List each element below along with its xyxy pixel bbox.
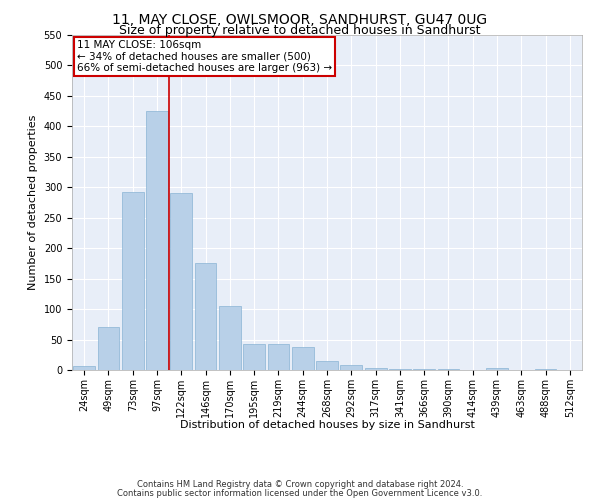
Text: 11 MAY CLOSE: 106sqm
← 34% of detached houses are smaller (500)
66% of semi-deta: 11 MAY CLOSE: 106sqm ← 34% of detached h… [77, 40, 332, 73]
Bar [122, 192, 143, 370]
Bar [535, 369, 556, 370]
Bar [486, 368, 508, 370]
X-axis label: Distribution of detached houses by size in Sandhurst: Distribution of detached houses by size … [179, 420, 475, 430]
Bar [389, 369, 411, 370]
Bar [219, 306, 241, 370]
Text: Size of property relative to detached houses in Sandhurst: Size of property relative to detached ho… [119, 24, 481, 37]
Bar [292, 347, 314, 370]
Bar [243, 344, 265, 370]
Bar [73, 366, 95, 370]
Text: Contains HM Land Registry data © Crown copyright and database right 2024.: Contains HM Land Registry data © Crown c… [137, 480, 463, 489]
Y-axis label: Number of detached properties: Number of detached properties [28, 115, 38, 290]
Bar [316, 361, 338, 370]
Bar [146, 111, 168, 370]
Bar [194, 264, 217, 370]
Bar [268, 344, 289, 370]
Bar [170, 194, 192, 370]
Text: 11, MAY CLOSE, OWLSMOOR, SANDHURST, GU47 0UG: 11, MAY CLOSE, OWLSMOOR, SANDHURST, GU47… [112, 12, 488, 26]
Bar [365, 368, 386, 370]
Bar [340, 365, 362, 370]
Bar [97, 328, 119, 370]
Text: Contains public sector information licensed under the Open Government Licence v3: Contains public sector information licen… [118, 488, 482, 498]
